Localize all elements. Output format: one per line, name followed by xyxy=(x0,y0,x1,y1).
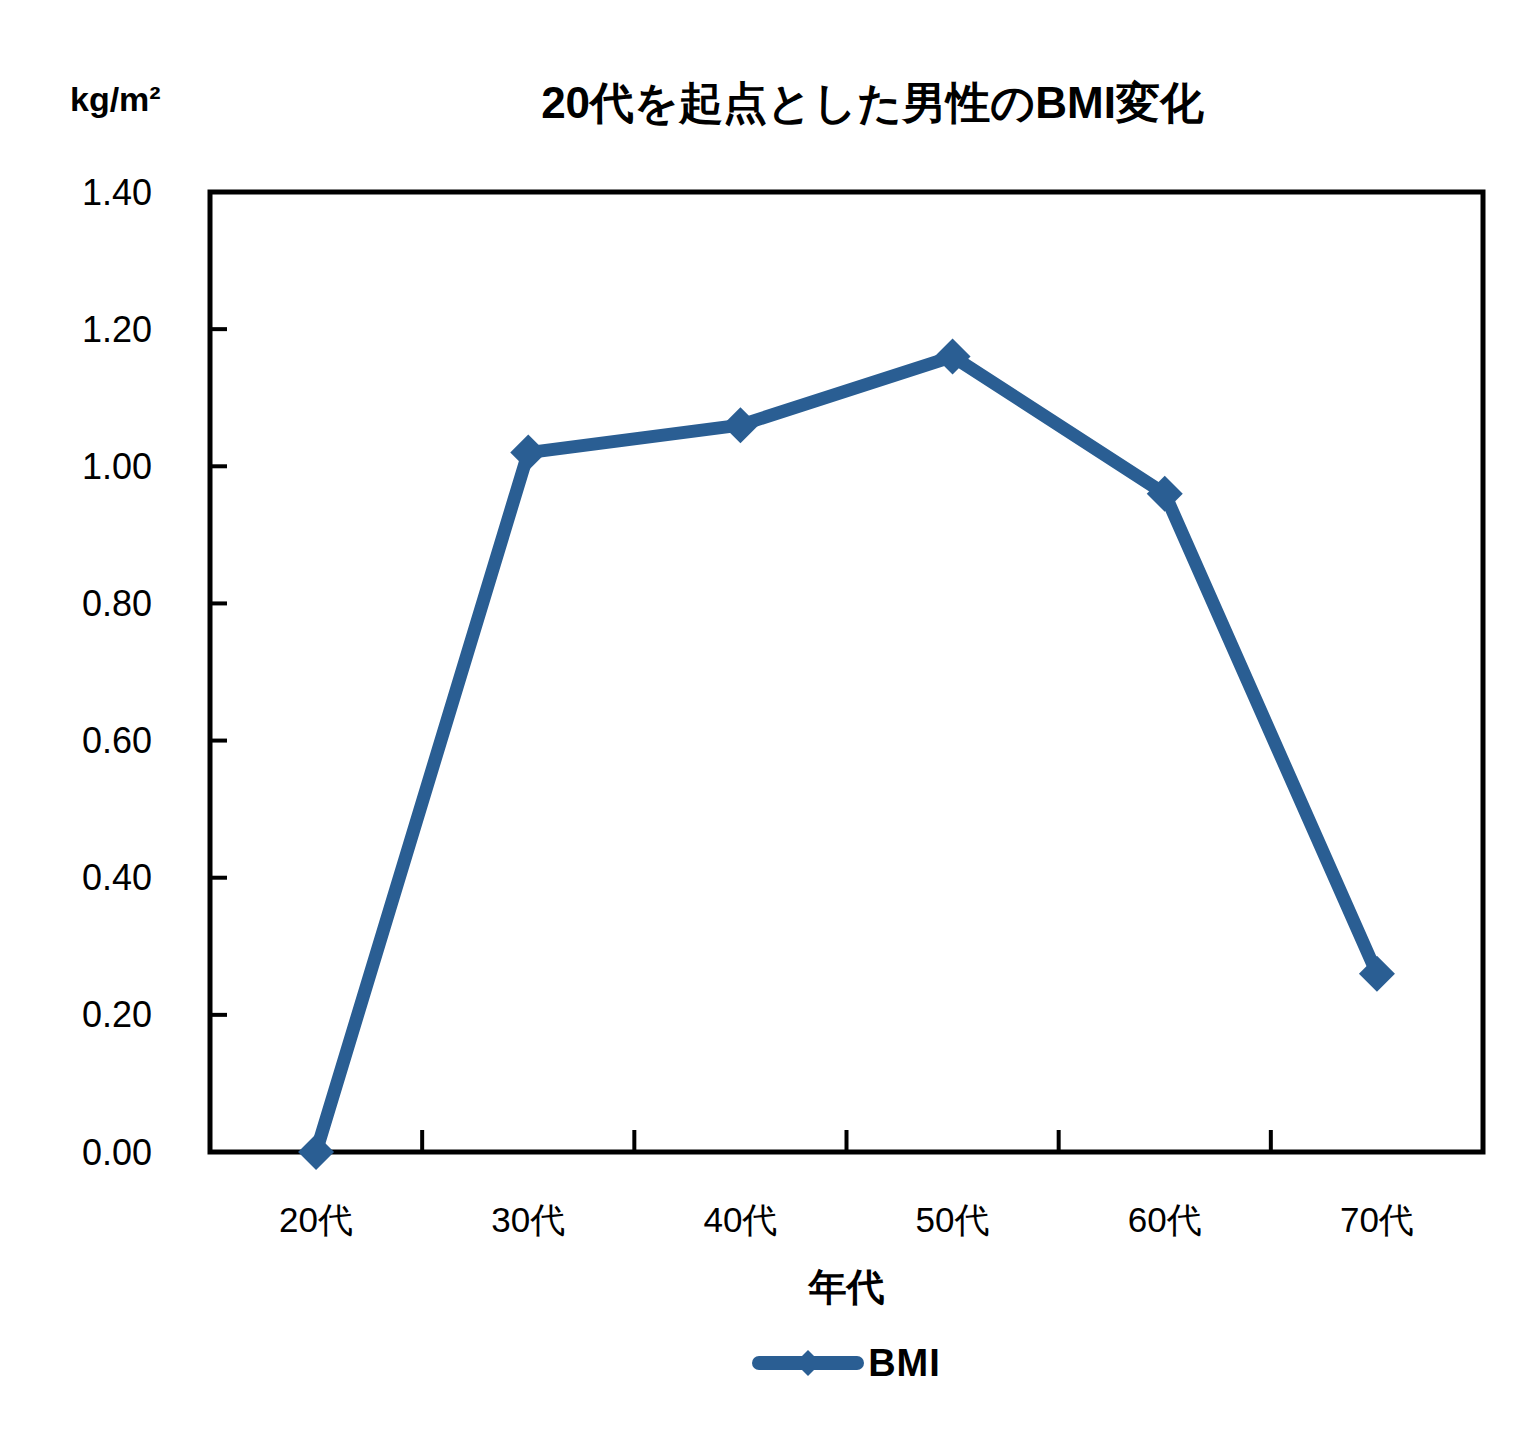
legend-label: BMI xyxy=(868,1342,941,1385)
y-tick-label: 1.00 xyxy=(82,446,152,487)
legend: BMI xyxy=(210,1336,1483,1390)
x-tick-label: 30代 xyxy=(491,1200,565,1239)
x-tick-label: 70代 xyxy=(1340,1200,1414,1239)
y-tick-label: 0.40 xyxy=(82,857,152,898)
data-point-marker xyxy=(510,435,546,471)
y-tick-label: 0.20 xyxy=(82,994,152,1035)
x-tick-label: 40代 xyxy=(703,1200,777,1239)
x-tick-label: 50代 xyxy=(916,1200,990,1239)
x-axis-title: 年代 xyxy=(210,1262,1483,1313)
chart-canvas: kg/m² 20代を起点とした男性のBMI変化 0.000.200.400.60… xyxy=(0,0,1528,1449)
legend-line-marker-icon xyxy=(752,1346,864,1380)
data-point-marker xyxy=(298,1134,334,1170)
y-tick-label: 0.60 xyxy=(82,720,152,761)
y-tick-label: 0.80 xyxy=(82,583,152,624)
data-point-marker xyxy=(722,407,758,443)
plot-area: 0.00 0.20 0.40 0.60 0.80 1.00 1.20 1.40 20代 30代 40… xyxy=(0,0,1528,1330)
y-tick-label: 0.00 xyxy=(82,1132,152,1173)
y-tick-label: 1.20 xyxy=(82,309,152,350)
x-tick-label: 20代 xyxy=(279,1200,353,1239)
series-line xyxy=(316,357,1377,1152)
plot-border xyxy=(210,192,1483,1152)
x-tick-label: 60代 xyxy=(1128,1200,1202,1239)
y-tick-label: 1.40 xyxy=(82,172,152,213)
